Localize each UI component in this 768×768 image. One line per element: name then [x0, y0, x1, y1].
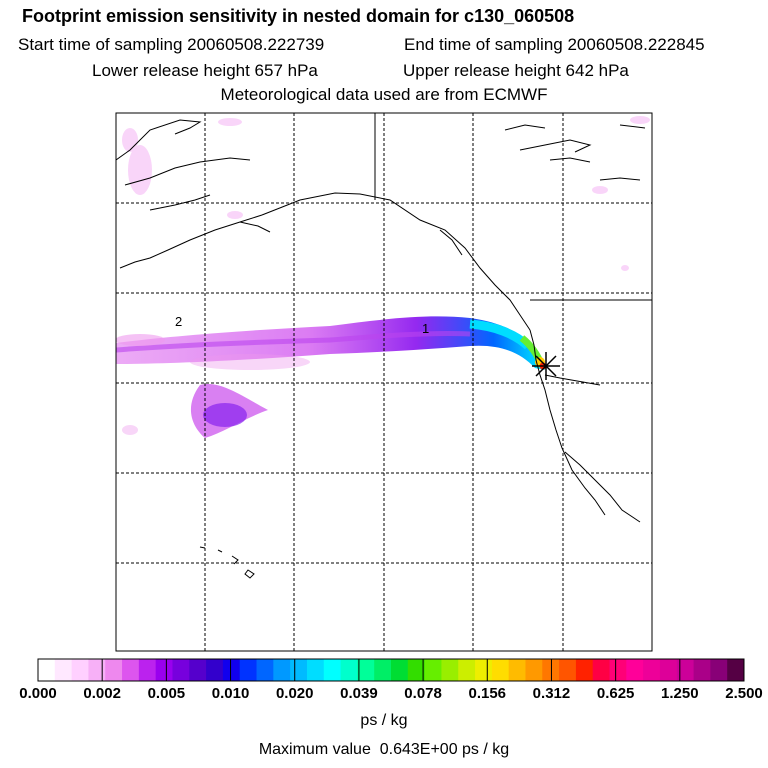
legend-swatches — [38, 659, 745, 681]
legend-swatch — [290, 659, 308, 681]
legend-swatch — [374, 659, 392, 681]
legend-tick-label: 0.312 — [532, 685, 571, 702]
legend-swatch — [323, 659, 342, 681]
legend-swatch — [222, 659, 241, 681]
start-time-label: Start time of sampling 20060508.222739 — [18, 35, 325, 54]
legend-tick-label: 0.020 — [275, 685, 314, 702]
legend-swatch — [54, 659, 73, 681]
legend-swatch — [676, 659, 695, 681]
legend-swatch — [256, 659, 274, 681]
coastlines — [116, 113, 652, 579]
legend-swatch — [155, 659, 173, 681]
legend-tick-label: 0.010 — [211, 685, 250, 702]
legend-swatch — [407, 659, 426, 681]
legend-tick-label: 0.625 — [596, 685, 635, 702]
legend-swatch — [172, 659, 190, 681]
legend-swatch — [710, 659, 728, 681]
lat-lon-grid — [116, 113, 652, 651]
legend-swatch — [643, 659, 661, 681]
legend-major-dividers — [101, 659, 681, 681]
legend-unit-label: ps / kg — [360, 712, 408, 729]
legend-frame — [37, 658, 745, 682]
legend-swatch — [458, 659, 476, 681]
map-title: Footprint emission sensitivity in nested… — [22, 6, 575, 26]
legend-swatch — [592, 659, 611, 681]
legend-swatch — [105, 659, 123, 681]
legend-tick-label: 0.156 — [468, 685, 507, 702]
legend-swatch — [239, 659, 258, 681]
legend-swatch — [525, 659, 543, 681]
legend-tick-label: 0.005 — [147, 685, 186, 702]
legend-swatch — [71, 659, 89, 681]
legend-swatch — [306, 659, 325, 681]
maximum-value-text: Maximum value 0.643E+00 ps / kg — [258, 741, 510, 758]
legend-swatch — [273, 659, 291, 681]
legend-swatch — [609, 659, 627, 681]
legend-swatch — [508, 659, 526, 681]
legend-swatch — [575, 659, 594, 681]
legend-swatch — [391, 659, 409, 681]
receptor-star-cross-icon — [532, 352, 560, 380]
legend-tick-label: 0.000 — [19, 685, 57, 702]
legend-swatch — [189, 659, 207, 681]
legend-swatch — [491, 659, 510, 681]
map-frame — [115, 112, 653, 652]
legend-swatch — [542, 659, 560, 681]
legend-tick-label: 0.039 — [340, 685, 378, 702]
upper-release-height-label: Upper release height 642 hPa — [403, 61, 629, 80]
legend-swatch — [475, 659, 493, 681]
legend-tick-label: 2.500 — [725, 685, 763, 702]
legend-swatch — [206, 659, 224, 681]
legend-swatch — [38, 659, 56, 681]
legend-swatch — [659, 659, 678, 681]
legend-swatch — [727, 659, 745, 681]
legend-swatch — [693, 659, 711, 681]
legend-tick-label: 0.078 — [404, 685, 442, 702]
met-data-label: Meteorological data used are from ECMWF — [220, 85, 548, 104]
lower-release-height-label: Lower release height 657 hPa — [92, 61, 318, 80]
maximum-value-label: Maximum value 0.643E+00 ps / kg — [0, 741, 768, 759]
legend-swatch — [424, 659, 442, 681]
legend-swatch — [138, 659, 157, 681]
legend-swatch — [626, 659, 644, 681]
contour-label-1: 1 — [422, 321, 429, 336]
legend-tick-label: 1.250 — [661, 685, 699, 702]
legend-swatch — [88, 659, 106, 681]
legend-swatch — [357, 659, 375, 681]
footprint-plume — [116, 316, 547, 370]
legend-swatch — [340, 659, 358, 681]
secondary-plume — [122, 384, 268, 438]
legend-swatch — [441, 659, 459, 681]
legend-tick-label: 0.002 — [83, 685, 121, 702]
end-time-label: End time of sampling 20060508.222845 — [404, 35, 705, 54]
legend-swatch — [559, 659, 577, 681]
legend-swatch — [122, 659, 140, 681]
contour-label-2: 2 — [175, 314, 182, 329]
